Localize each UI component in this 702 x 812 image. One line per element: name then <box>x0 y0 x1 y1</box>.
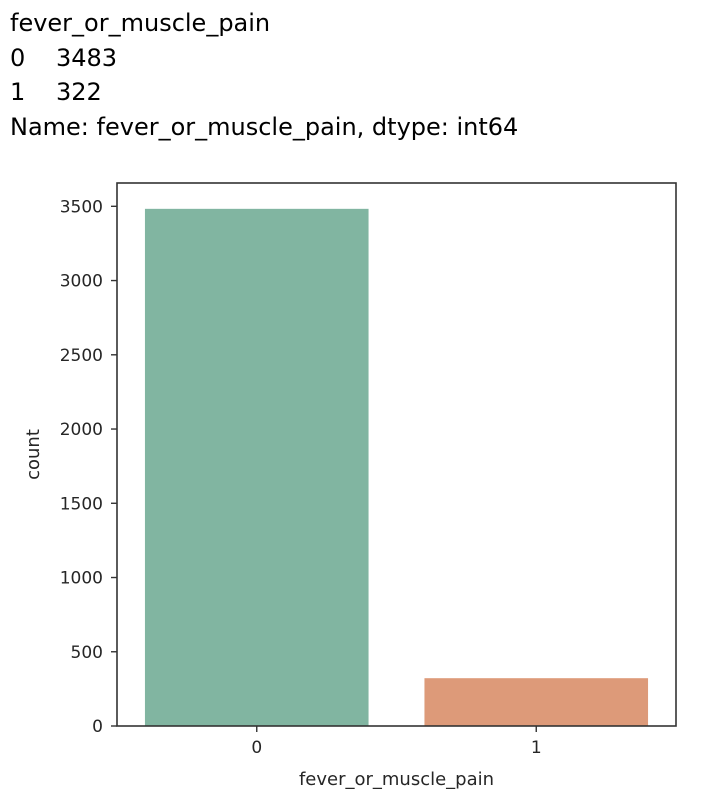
output-header: fever_or_muscle_pain <box>10 9 271 37</box>
y-axis-ticks: 0 500 1000 1500 2000 2500 3000 3500 <box>60 197 117 737</box>
x-axis-label: fever_or_muscle_pain <box>299 769 494 790</box>
y-tick-label: 3500 <box>60 197 103 217</box>
bar-0 <box>144 208 369 726</box>
bars-group <box>144 208 649 726</box>
output-row-value: 322 <box>56 78 102 106</box>
y-tick-label: 1000 <box>60 569 103 589</box>
output-row: 1 322 <box>10 75 518 110</box>
y-axis-label: count <box>23 429 44 480</box>
plot-frame <box>116 182 677 727</box>
y-tick-label: 500 <box>71 643 103 663</box>
x-tick-label: 0 <box>251 738 262 758</box>
output-row-value: 3483 <box>56 43 118 72</box>
y-tick-label: 0 <box>92 717 103 737</box>
y-tick-label: 2500 <box>60 346 103 366</box>
x-tick-label: 1 <box>531 738 542 758</box>
output-row-index: 1 <box>10 78 26 106</box>
output-row: 0 3483 <box>10 41 518 76</box>
y-tick-label: 2000 <box>60 420 103 440</box>
y-tick-label: 3000 <box>60 272 103 292</box>
series-output: fever_or_muscle_pain 0 3483 1 322 Name: … <box>10 6 518 144</box>
bar-1 <box>424 678 649 726</box>
y-tick-label: 1500 <box>60 494 103 514</box>
output-row-index: 0 <box>10 43 26 72</box>
output-footer: Name: fever_or_muscle_pain, dtype: int64 <box>10 112 519 141</box>
